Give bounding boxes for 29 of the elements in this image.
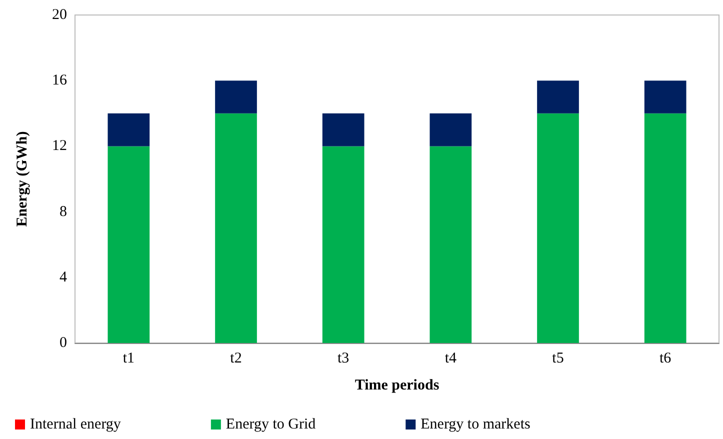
bar [537, 80, 579, 114]
bar [644, 80, 686, 114]
y-tick-label: 16 [52, 72, 68, 89]
bar [322, 146, 364, 343]
x-tick-label: t1 [122, 350, 135, 366]
y-tick-label: 4 [60, 269, 68, 286]
bar [322, 113, 364, 146]
bar [108, 146, 150, 343]
x-tick-label: t3 [337, 350, 350, 366]
legend-label: Energy to Grid [226, 416, 316, 432]
y-axis-title: Energy (GWh) [14, 131, 30, 227]
y-tick-label: 20 [52, 7, 67, 23]
bar [537, 113, 579, 343]
y-tick-label: 8 [60, 204, 67, 220]
legend-label: Energy to markets [420, 416, 530, 432]
bar [108, 113, 150, 146]
x-tick-label: t5 [552, 350, 564, 366]
bar [215, 80, 257, 114]
y-tick-label: 12 [52, 138, 67, 154]
bar [430, 146, 472, 343]
bar [430, 113, 472, 146]
x-tick-label: t2 [230, 350, 242, 366]
x-tick-label: t6 [659, 350, 672, 366]
x-axis-title: Time periods [354, 378, 440, 394]
bar [644, 113, 686, 343]
x-tick-label: t4 [444, 350, 457, 366]
y-tick-label: 0 [60, 335, 67, 351]
legend-label: Internal energy [30, 416, 122, 432]
bar [215, 113, 257, 343]
